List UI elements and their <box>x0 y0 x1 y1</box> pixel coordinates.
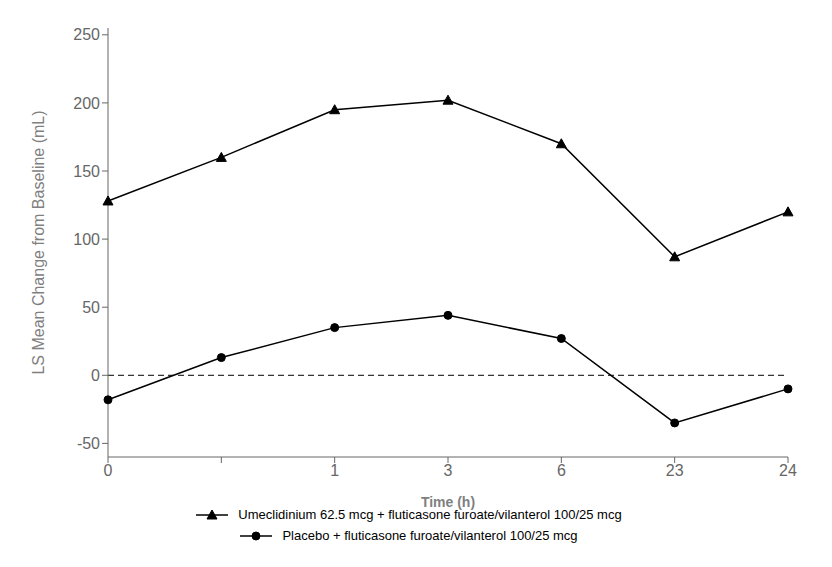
svg-text:0: 0 <box>91 367 100 384</box>
svg-text:6: 6 <box>557 462 566 479</box>
svg-text:250: 250 <box>73 26 100 43</box>
svg-text:LS Mean Change from Baseline (: LS Mean Change from Baseline (mL) <box>30 110 47 374</box>
svg-text:0: 0 <box>104 462 113 479</box>
html-text:Placebo + fluticasone furoate/: Placebo + fluticasone furoate/vilanterol… <box>282 528 578 543</box>
svg-text:200: 200 <box>73 95 100 112</box>
svg-text:23: 23 <box>666 462 684 479</box>
svg-text:100: 100 <box>73 231 100 248</box>
svg-text:150: 150 <box>73 163 100 180</box>
svg-text:Time (h): Time (h) <box>421 494 475 510</box>
svg-text:24: 24 <box>779 462 797 479</box>
html-text:Umeclidinium 62.5 mcg + flutic: Umeclidinium 62.5 mcg + fluticasone furo… <box>238 507 622 522</box>
svg-text:50: 50 <box>82 299 100 316</box>
svg-text:-50: -50 <box>77 435 100 452</box>
svg-text:1: 1 <box>330 462 339 479</box>
svg-text:3: 3 <box>444 462 453 479</box>
